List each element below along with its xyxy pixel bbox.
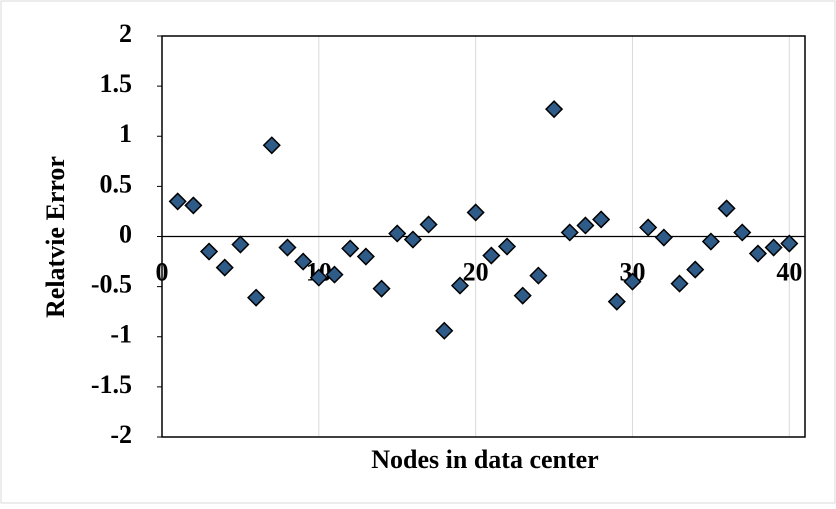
marker: [607, 292, 626, 311]
marker: [482, 246, 501, 265]
marker: [388, 224, 407, 243]
x-tick-label: 20: [463, 257, 489, 286]
y-tick-label: 2: [119, 19, 132, 48]
marker: [529, 266, 548, 285]
marker: [356, 247, 375, 266]
marker: [450, 276, 470, 295]
x-tick-label: 0: [156, 257, 169, 286]
marker: [341, 239, 360, 258]
marker: [733, 223, 752, 242]
y-tick-label: 0.5: [100, 169, 133, 198]
y-tick-label: -0.5: [91, 270, 132, 299]
y-tick-label: -1: [110, 320, 132, 349]
marker: [168, 192, 187, 211]
y-tick-label: -1.5: [91, 370, 132, 399]
y-tick-label: 1.5: [100, 69, 133, 98]
y-tick-label: 1: [119, 119, 132, 148]
marker: [278, 238, 297, 257]
marker: [247, 288, 266, 307]
y-tick-label: 0: [119, 219, 132, 248]
marker: [231, 235, 250, 254]
marker: [592, 210, 611, 229]
marker: [639, 218, 658, 237]
marker: [262, 136, 281, 155]
marker: [215, 258, 234, 277]
marker: [670, 274, 689, 293]
marker: [701, 232, 720, 251]
marker: [419, 215, 438, 234]
marker: [403, 230, 422, 249]
y-tick-label: -2: [110, 420, 132, 449]
marker: [513, 286, 532, 305]
marker: [686, 260, 705, 279]
marker: [717, 199, 736, 218]
marker: [435, 321, 454, 340]
marker: [654, 228, 673, 247]
marker: [780, 234, 799, 253]
marker: [372, 279, 391, 298]
marker: [199, 242, 219, 261]
marker: [184, 196, 203, 215]
marker: [545, 100, 564, 119]
y-axis-label: Relatvie Error: [41, 156, 70, 318]
marker: [294, 252, 313, 271]
marker: [576, 216, 595, 235]
marker: [325, 265, 344, 284]
marker: [748, 244, 768, 263]
marker: [560, 223, 579, 242]
marker: [623, 272, 642, 291]
marker: [764, 238, 783, 257]
x-tick-label: 40: [776, 257, 802, 286]
marker: [497, 237, 517, 256]
x-axis-label: Nodes in data center: [371, 445, 598, 474]
marker: [466, 203, 485, 222]
marker: [309, 268, 328, 287]
